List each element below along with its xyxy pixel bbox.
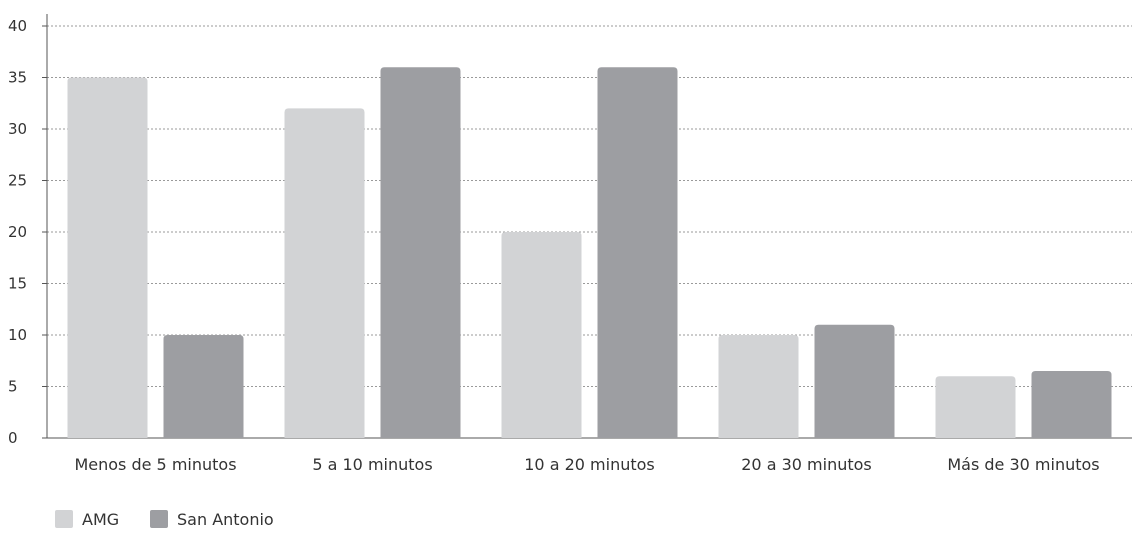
x-category-label: 20 a 30 minutos xyxy=(741,455,872,474)
bar-amg xyxy=(501,232,582,438)
bar-amg xyxy=(935,376,1016,438)
gridlines xyxy=(47,25,1132,387)
y-tick-label: 20 xyxy=(8,223,27,241)
y-tick-label: 5 xyxy=(8,378,18,396)
y-tick-label: 0 xyxy=(8,429,18,447)
bar-san-antonio xyxy=(814,324,895,438)
bar-san-antonio xyxy=(380,67,461,438)
y-tick-label: 10 xyxy=(8,326,27,344)
x-axis-labels: Menos de 5 minutos 5 a 10 minutos 10 a 20 … xyxy=(74,455,1099,474)
bars xyxy=(67,67,1112,439)
y-tick-label: 15 xyxy=(8,275,27,293)
x-category-label: 10 a 20 minutos xyxy=(524,455,655,474)
y-tick-label: 25 xyxy=(8,172,27,190)
bar-san-antonio xyxy=(1031,371,1112,438)
x-category-label: Más de 30 minutos xyxy=(947,455,1099,474)
legend-swatch xyxy=(150,510,168,528)
y-tick-label: 40 xyxy=(8,17,27,35)
y-tick-label: 30 xyxy=(8,120,27,138)
bar-amg xyxy=(67,77,148,438)
bar-amg xyxy=(284,108,365,439)
legend-label: AMG xyxy=(82,510,119,529)
bar-san-antonio xyxy=(597,67,678,438)
legend-swatch xyxy=(55,510,73,528)
legend-label: San Antonio xyxy=(177,510,274,529)
x-category-label: Menos de 5 minutos xyxy=(74,455,236,474)
bar-amg xyxy=(718,335,799,438)
y-tick-label: 35 xyxy=(8,69,27,87)
bar-san-antonio xyxy=(163,335,244,438)
x-category-label: 5 a 10 minutos xyxy=(312,455,432,474)
legend: AMG San Antonio xyxy=(55,510,274,529)
